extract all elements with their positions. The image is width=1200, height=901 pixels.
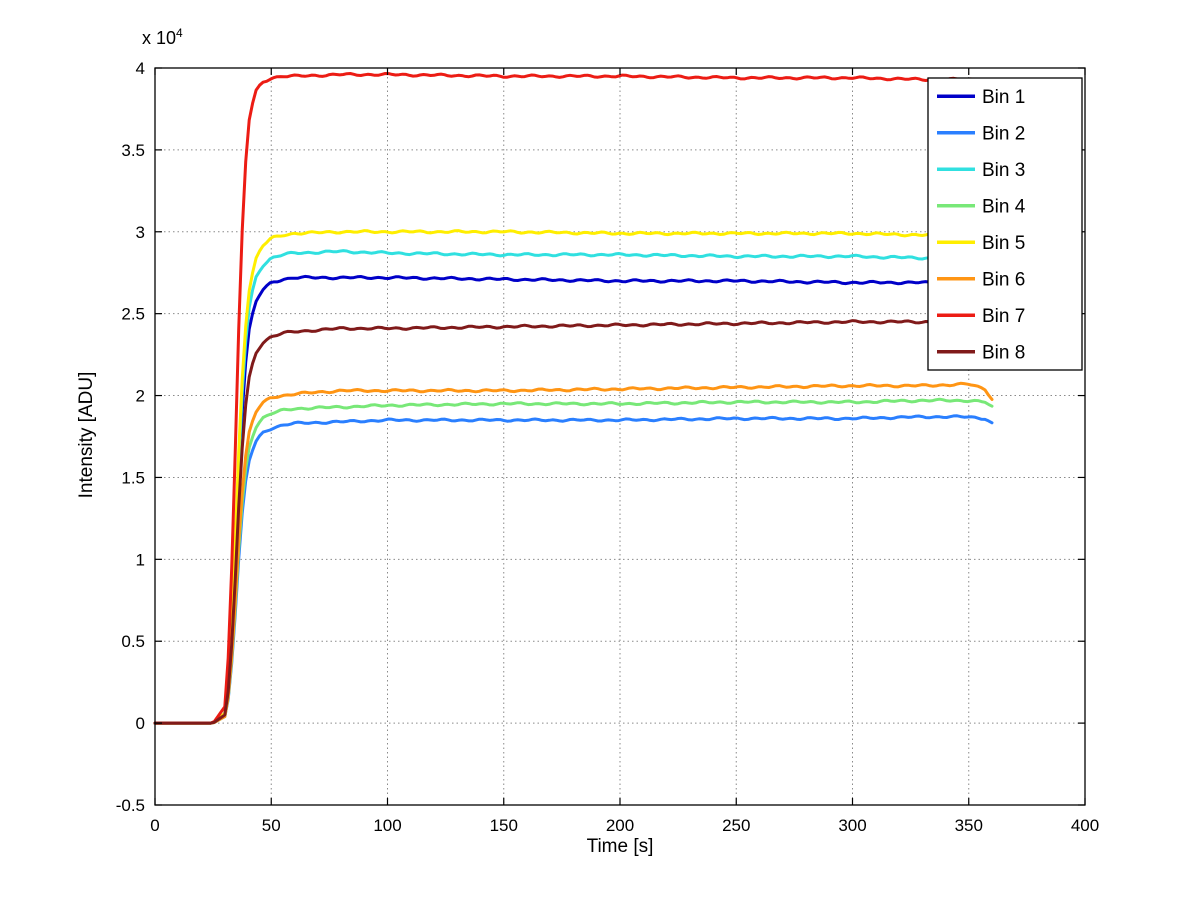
legend-label: Bin 4 [982,196,1026,217]
y-tick-label: -0.5 [116,796,145,815]
series-line-bin-8 [153,318,994,725]
legend-label: Bin 6 [982,269,1025,290]
series-line-bin-1 [153,274,994,725]
y-tick-label: 4 [136,59,145,78]
x-tick-label: 400 [1071,816,1099,835]
series-line-bin-7 [153,72,994,725]
x-tick-label: 100 [373,816,401,835]
legend-label: Bin 5 [982,233,1025,254]
y-tick-label: 1 [136,550,145,569]
y-axis-exponent-power: 4 [176,26,183,40]
y-tick-label: 1.5 [121,468,145,487]
y-tick-label: 2 [136,387,145,406]
y-axis-exponent-base: x 10 [142,28,177,48]
legend-label: Bin 1 [982,87,1025,108]
x-tick-label: 250 [722,816,750,835]
y-tick-label: 0 [136,714,145,733]
series-line-bin-4 [153,397,994,725]
y-tick-label: 3.5 [121,141,145,160]
legend-label: Bin 7 [982,306,1025,327]
y-tick-label: 3 [136,223,145,242]
legend-label: Bin 2 [982,123,1025,144]
y-tick-label: 2.5 [121,305,145,324]
x-tick-label: 0 [150,816,159,835]
x-tick-label: 200 [606,816,634,835]
y-axis-exponent: x 104 [142,26,183,49]
legend-label: Bin 3 [982,160,1025,181]
x-axis-title: Time [s] [586,836,654,857]
legend-label: Bin 8 [982,342,1025,363]
y-axis-title: Intensity [ADU] [76,371,97,499]
x-tick-label: 50 [262,816,281,835]
x-tick-label: 300 [838,816,866,835]
y-tick-label: 0.5 [121,632,145,651]
x-tick-label: 150 [490,816,518,835]
series-line-bin-6 [153,381,994,725]
x-tick-label: 350 [955,816,983,835]
series-line-bin-2 [153,414,994,725]
series-line-bin-5 [153,229,994,725]
series-line-bin-3 [153,249,994,725]
legend-box [927,77,1083,371]
